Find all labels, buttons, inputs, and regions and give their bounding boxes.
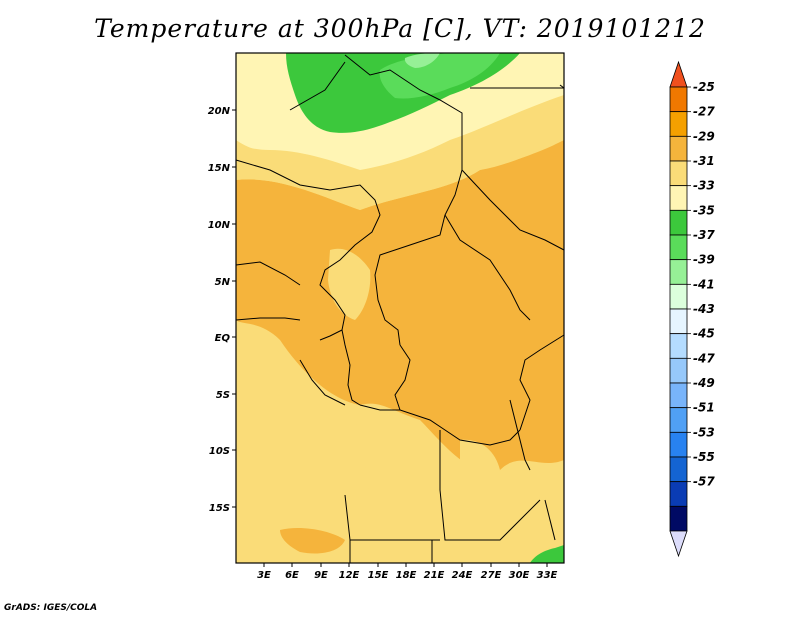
country-borders — [235, 54, 565, 563]
colorbar-box — [669, 135, 688, 162]
colorbar-box — [669, 382, 688, 409]
grads-credit: GrADS: IGES/COLA — [4, 603, 98, 613]
colorbar-label: -27 — [693, 105, 715, 119]
lat-label-15n: 15N — [208, 163, 231, 174]
lon-label-6e: 6E — [285, 570, 299, 581]
colorbar-label: -31 — [693, 154, 715, 168]
latitude-axis: 20N 15N 10N 5N EQ 5S 10S 15S — [208, 106, 231, 514]
longitude-ticks — [263, 563, 548, 567]
colorbar-top-triangle — [669, 60, 688, 88]
lat-label-10n: 10N — [208, 220, 231, 231]
colorbar: -25 -27 -29 -31 -33 -35 -37 -39 -41 -43 -45 -47 -49 -… — [669, 60, 715, 558]
colorbar-label: -25 — [693, 80, 715, 94]
colorbar-box — [669, 283, 688, 310]
colorbar-box — [669, 259, 688, 285]
colorbar-box — [669, 234, 688, 261]
colorbar-box — [669, 86, 688, 113]
colorbar-label: -33 — [693, 179, 715, 193]
colorbar-label: -53 — [693, 425, 715, 439]
colorbar-label: -51 — [693, 401, 715, 415]
colorbar-box — [669, 209, 688, 236]
colorbar-box — [669, 481, 688, 507]
map-title: Temperature at 300hPa [C], VT: 201910121… — [94, 14, 706, 43]
colorbar-label: -55 — [693, 450, 715, 464]
colorbar-box — [669, 407, 688, 433]
colorbar-box — [669, 456, 688, 483]
lat-label-5n: 5N — [215, 277, 231, 288]
lon-label-33e: 33E — [537, 570, 558, 581]
lon-label-21e: 21E — [424, 570, 445, 581]
colorbar-box — [669, 505, 688, 532]
colorbar-label: -41 — [693, 277, 715, 291]
colorbar-bottom-triangle — [669, 530, 688, 558]
lon-label-18e: 18E — [396, 570, 417, 581]
colorbar-box — [669, 357, 688, 384]
lon-label-27e: 27E — [481, 570, 502, 581]
colorbar-box — [669, 308, 688, 335]
map-frame — [235, 52, 565, 564]
colorbar-label: -47 — [693, 351, 715, 365]
temperature-field — [236, 53, 564, 563]
lat-label-5s: 5S — [216, 390, 230, 401]
lat-label-20n: 20N — [208, 106, 231, 117]
colorbar-label: -57 — [693, 475, 715, 489]
lat-label-eq: EQ — [215, 333, 231, 344]
colorbar-box — [669, 185, 688, 211]
colorbar-label: -29 — [693, 129, 715, 143]
colorbar-box — [669, 160, 688, 187]
colorbar-label: -49 — [693, 376, 715, 390]
lat-label-10s: 10S — [209, 446, 230, 457]
colorbar-label: -37 — [693, 228, 715, 242]
colorbar-label: -39 — [693, 253, 715, 267]
lat-label-15s: 15S — [209, 503, 230, 514]
lon-label-9e: 9E — [314, 570, 328, 581]
latitude-ticks — [232, 109, 236, 508]
colorbar-label: -43 — [693, 302, 715, 316]
lon-label-3e: 3E — [257, 570, 271, 581]
lon-label-15e: 15E — [368, 570, 389, 581]
lon-label-12e: 12E — [339, 570, 360, 581]
colorbar-box — [669, 111, 688, 137]
colorbar-box — [669, 333, 688, 359]
lon-label-30e: 30E — [509, 570, 530, 581]
lon-label-24e: 24E — [452, 570, 473, 581]
longitude-axis: 3E 6E 9E 12E 15E 18E 21E 24E 27E 30E 33E — [257, 570, 557, 581]
colorbar-label: -35 — [693, 203, 715, 217]
colorbar-box — [669, 431, 688, 458]
colorbar-label: -45 — [693, 327, 715, 341]
